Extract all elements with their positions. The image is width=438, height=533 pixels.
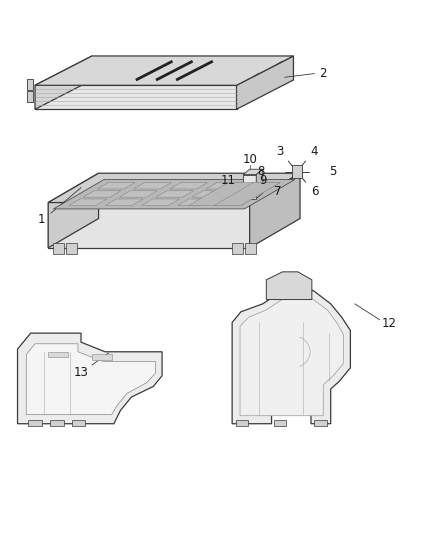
Polygon shape	[27, 79, 33, 90]
Text: 8: 8	[257, 165, 264, 178]
Text: 1: 1	[38, 213, 46, 226]
Polygon shape	[232, 243, 243, 254]
Polygon shape	[53, 180, 295, 209]
Polygon shape	[66, 243, 77, 254]
Text: 11: 11	[221, 174, 236, 187]
Polygon shape	[237, 56, 293, 109]
Polygon shape	[120, 191, 157, 197]
Text: 9: 9	[259, 174, 267, 187]
Polygon shape	[105, 199, 143, 205]
Polygon shape	[69, 199, 107, 205]
Polygon shape	[53, 243, 64, 254]
Polygon shape	[274, 420, 286, 426]
Polygon shape	[250, 173, 300, 248]
Text: 13: 13	[74, 366, 88, 378]
Polygon shape	[178, 199, 215, 205]
Text: 3: 3	[277, 145, 284, 158]
Polygon shape	[28, 420, 42, 426]
Polygon shape	[48, 203, 250, 248]
Text: 6: 6	[311, 185, 318, 198]
Polygon shape	[134, 182, 171, 189]
Polygon shape	[245, 243, 256, 254]
Polygon shape	[243, 169, 263, 175]
Polygon shape	[72, 420, 85, 426]
Polygon shape	[83, 191, 121, 197]
Polygon shape	[141, 199, 180, 205]
Polygon shape	[236, 420, 248, 426]
Polygon shape	[48, 173, 99, 248]
Polygon shape	[232, 290, 350, 424]
Text: 2: 2	[319, 67, 327, 80]
Polygon shape	[26, 344, 155, 415]
Text: 5: 5	[329, 165, 336, 178]
Polygon shape	[35, 56, 92, 109]
Polygon shape	[18, 333, 162, 424]
Polygon shape	[292, 165, 302, 178]
Polygon shape	[27, 91, 33, 101]
Text: 4: 4	[311, 145, 318, 158]
Polygon shape	[189, 182, 255, 205]
Text: 12: 12	[381, 317, 396, 330]
Polygon shape	[48, 173, 300, 203]
Polygon shape	[214, 199, 252, 205]
Polygon shape	[170, 182, 208, 189]
Polygon shape	[35, 56, 293, 85]
Polygon shape	[155, 191, 194, 197]
Polygon shape	[50, 420, 64, 426]
Polygon shape	[48, 352, 68, 357]
Polygon shape	[266, 272, 312, 300]
Polygon shape	[242, 182, 280, 189]
Polygon shape	[35, 85, 237, 109]
Polygon shape	[240, 298, 343, 416]
Polygon shape	[97, 182, 135, 189]
Polygon shape	[228, 191, 266, 197]
Text: 7: 7	[274, 185, 282, 198]
Polygon shape	[192, 191, 230, 197]
Polygon shape	[92, 354, 112, 360]
Polygon shape	[206, 182, 244, 189]
Polygon shape	[256, 169, 263, 198]
Polygon shape	[314, 420, 327, 426]
Text: 10: 10	[242, 154, 257, 166]
Polygon shape	[214, 182, 280, 205]
Polygon shape	[243, 175, 256, 198]
